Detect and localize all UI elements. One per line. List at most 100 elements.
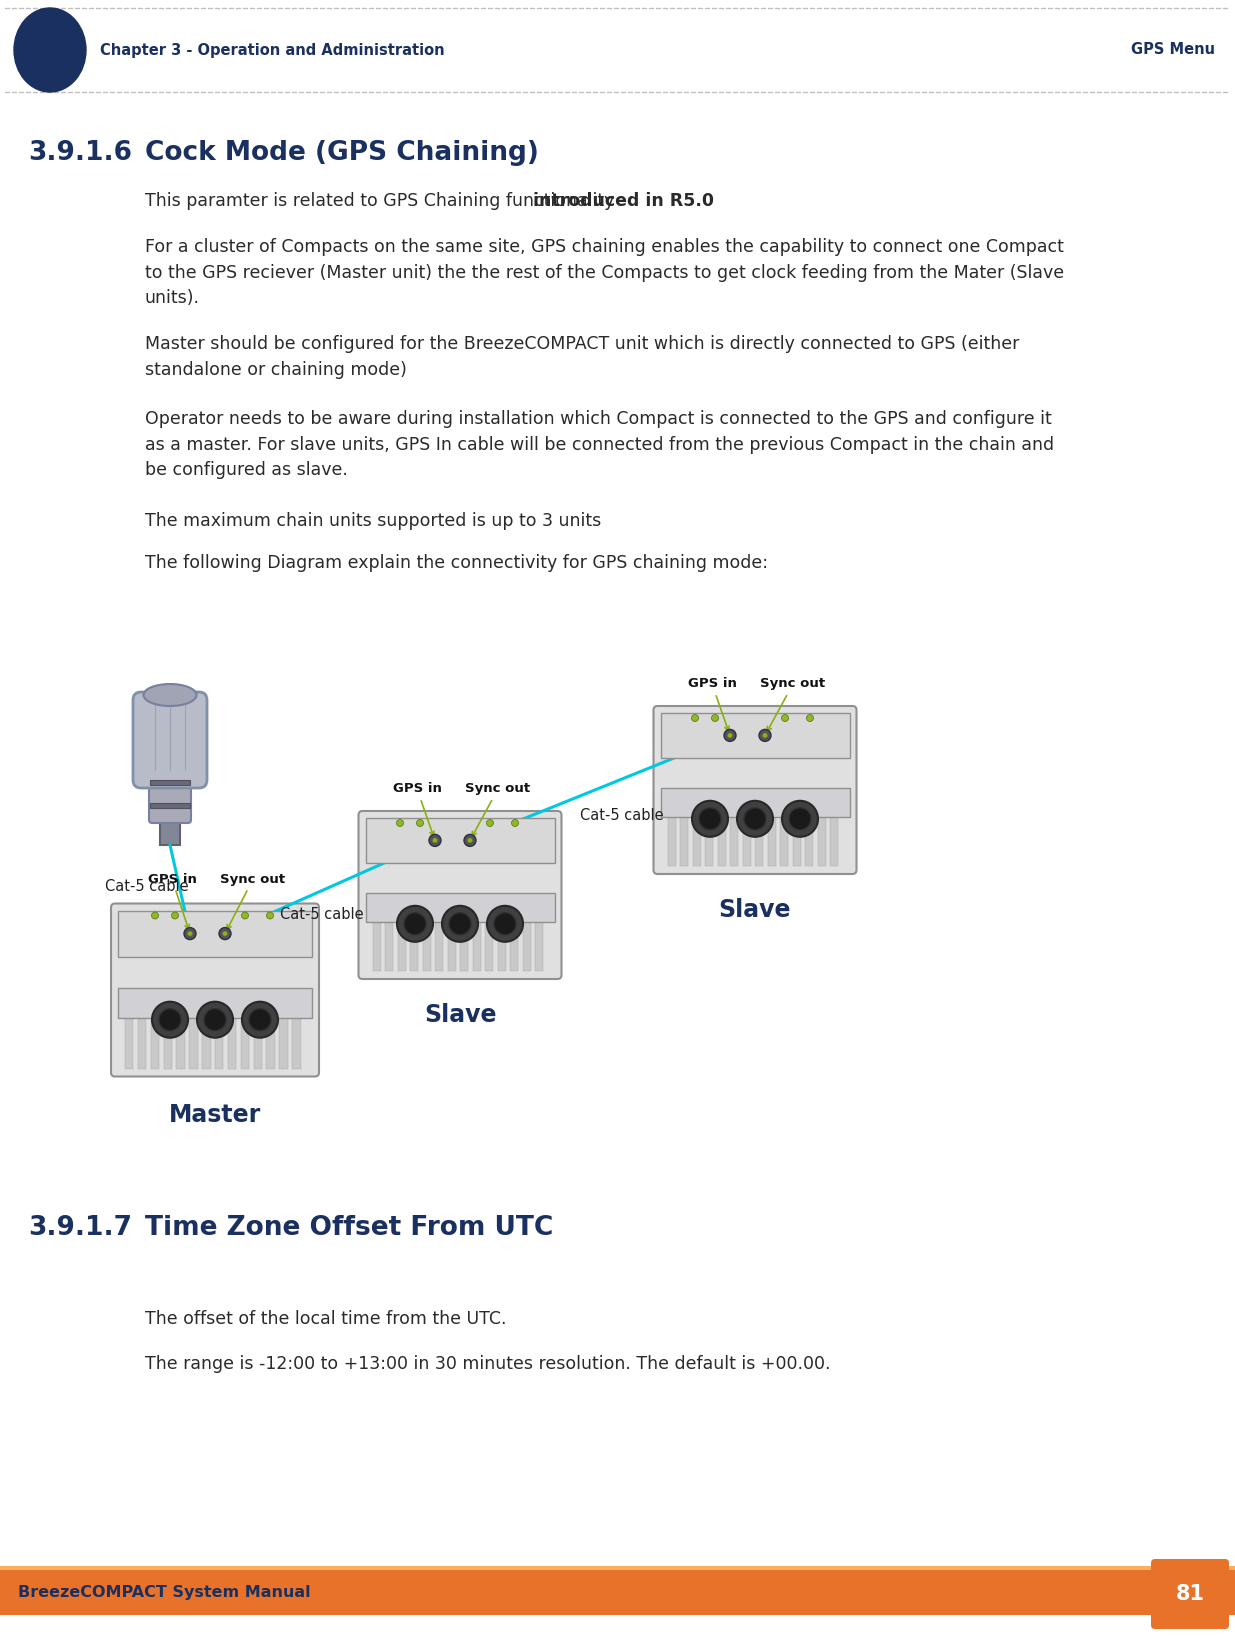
Text: GPS Menu: GPS Menu — [1131, 43, 1215, 57]
Bar — [510, 897, 519, 970]
Circle shape — [198, 1001, 233, 1037]
Bar — [189, 992, 198, 1069]
Circle shape — [416, 820, 424, 826]
Bar — [435, 887, 443, 975]
Bar — [177, 992, 185, 1069]
Text: 3.9.1.7: 3.9.1.7 — [28, 1214, 132, 1241]
Bar — [161, 820, 180, 846]
Circle shape — [724, 729, 736, 741]
Circle shape — [152, 1001, 188, 1037]
Text: Slave: Slave — [424, 1003, 496, 1028]
Bar — [522, 887, 531, 975]
Circle shape — [267, 911, 273, 919]
Circle shape — [450, 913, 471, 934]
Bar — [522, 897, 531, 970]
Text: For a cluster of Compacts on the same site, GPS chaining enables the capability : For a cluster of Compacts on the same si… — [144, 238, 1065, 308]
Bar — [718, 782, 726, 870]
Circle shape — [442, 906, 478, 942]
Bar — [215, 982, 224, 1072]
Bar — [781, 792, 788, 865]
Bar — [253, 992, 262, 1069]
Text: GPS in: GPS in — [393, 782, 441, 836]
Bar — [203, 992, 210, 1069]
Bar — [805, 782, 813, 870]
Bar — [241, 982, 249, 1072]
Bar — [253, 982, 262, 1072]
Bar — [227, 992, 236, 1069]
Bar — [680, 792, 688, 865]
Bar — [767, 782, 776, 870]
Bar — [661, 788, 850, 818]
Bar — [793, 782, 800, 870]
Bar — [693, 782, 700, 870]
Bar — [366, 893, 555, 923]
Circle shape — [219, 928, 231, 939]
Text: GPS in: GPS in — [688, 677, 736, 731]
Bar — [151, 982, 159, 1072]
Bar — [163, 992, 172, 1069]
Bar — [410, 897, 419, 970]
Ellipse shape — [14, 8, 86, 92]
Text: Cock Mode (GPS Chaining): Cock Mode (GPS Chaining) — [144, 139, 538, 166]
Circle shape — [432, 838, 437, 842]
Text: introduced in R5.0: introduced in R5.0 — [532, 192, 714, 210]
Bar — [498, 897, 505, 970]
Circle shape — [222, 931, 227, 936]
Bar — [151, 992, 159, 1069]
Text: Master: Master — [169, 1103, 261, 1126]
Circle shape — [242, 911, 248, 919]
Bar — [293, 982, 300, 1072]
Bar — [227, 982, 236, 1072]
Circle shape — [468, 838, 473, 842]
Bar — [267, 982, 275, 1072]
Bar — [119, 911, 312, 957]
Circle shape — [159, 1008, 182, 1031]
Bar — [398, 887, 405, 975]
Circle shape — [204, 1008, 226, 1031]
Circle shape — [249, 1008, 270, 1031]
Bar — [267, 992, 275, 1069]
Circle shape — [404, 913, 426, 934]
Bar — [667, 792, 676, 865]
Bar — [459, 887, 468, 975]
Circle shape — [396, 820, 404, 826]
FancyBboxPatch shape — [111, 903, 319, 1077]
FancyBboxPatch shape — [358, 811, 562, 978]
Bar — [373, 887, 380, 975]
Text: Cat-5 cable: Cat-5 cable — [105, 879, 189, 895]
Bar — [459, 897, 468, 970]
Bar — [667, 782, 676, 870]
Bar — [293, 992, 300, 1069]
FancyBboxPatch shape — [1151, 1559, 1229, 1629]
Bar — [119, 988, 312, 1018]
Bar — [279, 992, 288, 1069]
Bar — [730, 792, 739, 865]
Bar — [279, 982, 288, 1072]
Bar — [818, 792, 826, 865]
Bar — [498, 887, 505, 975]
Circle shape — [789, 808, 811, 829]
Circle shape — [152, 911, 158, 919]
Bar — [203, 982, 210, 1072]
Bar — [510, 887, 519, 975]
FancyBboxPatch shape — [653, 706, 857, 874]
Circle shape — [511, 820, 519, 826]
Bar — [781, 782, 788, 870]
Circle shape — [699, 808, 721, 829]
Text: Chapter 3 - Operation and Administration: Chapter 3 - Operation and Administration — [100, 43, 445, 57]
Bar — [189, 982, 198, 1072]
Bar — [447, 897, 456, 970]
Bar — [138, 992, 146, 1069]
FancyBboxPatch shape — [133, 692, 207, 788]
Bar — [125, 982, 133, 1072]
Text: This paramter is related to GPS Chaining functionality: This paramter is related to GPS Chaining… — [144, 192, 620, 210]
Circle shape — [172, 911, 179, 919]
Bar — [435, 897, 443, 970]
Circle shape — [782, 801, 818, 838]
Circle shape — [762, 733, 767, 738]
Bar — [742, 782, 751, 870]
Text: 81: 81 — [1176, 1583, 1204, 1605]
Circle shape — [242, 1001, 278, 1037]
Circle shape — [727, 733, 732, 738]
Bar — [149, 803, 190, 808]
